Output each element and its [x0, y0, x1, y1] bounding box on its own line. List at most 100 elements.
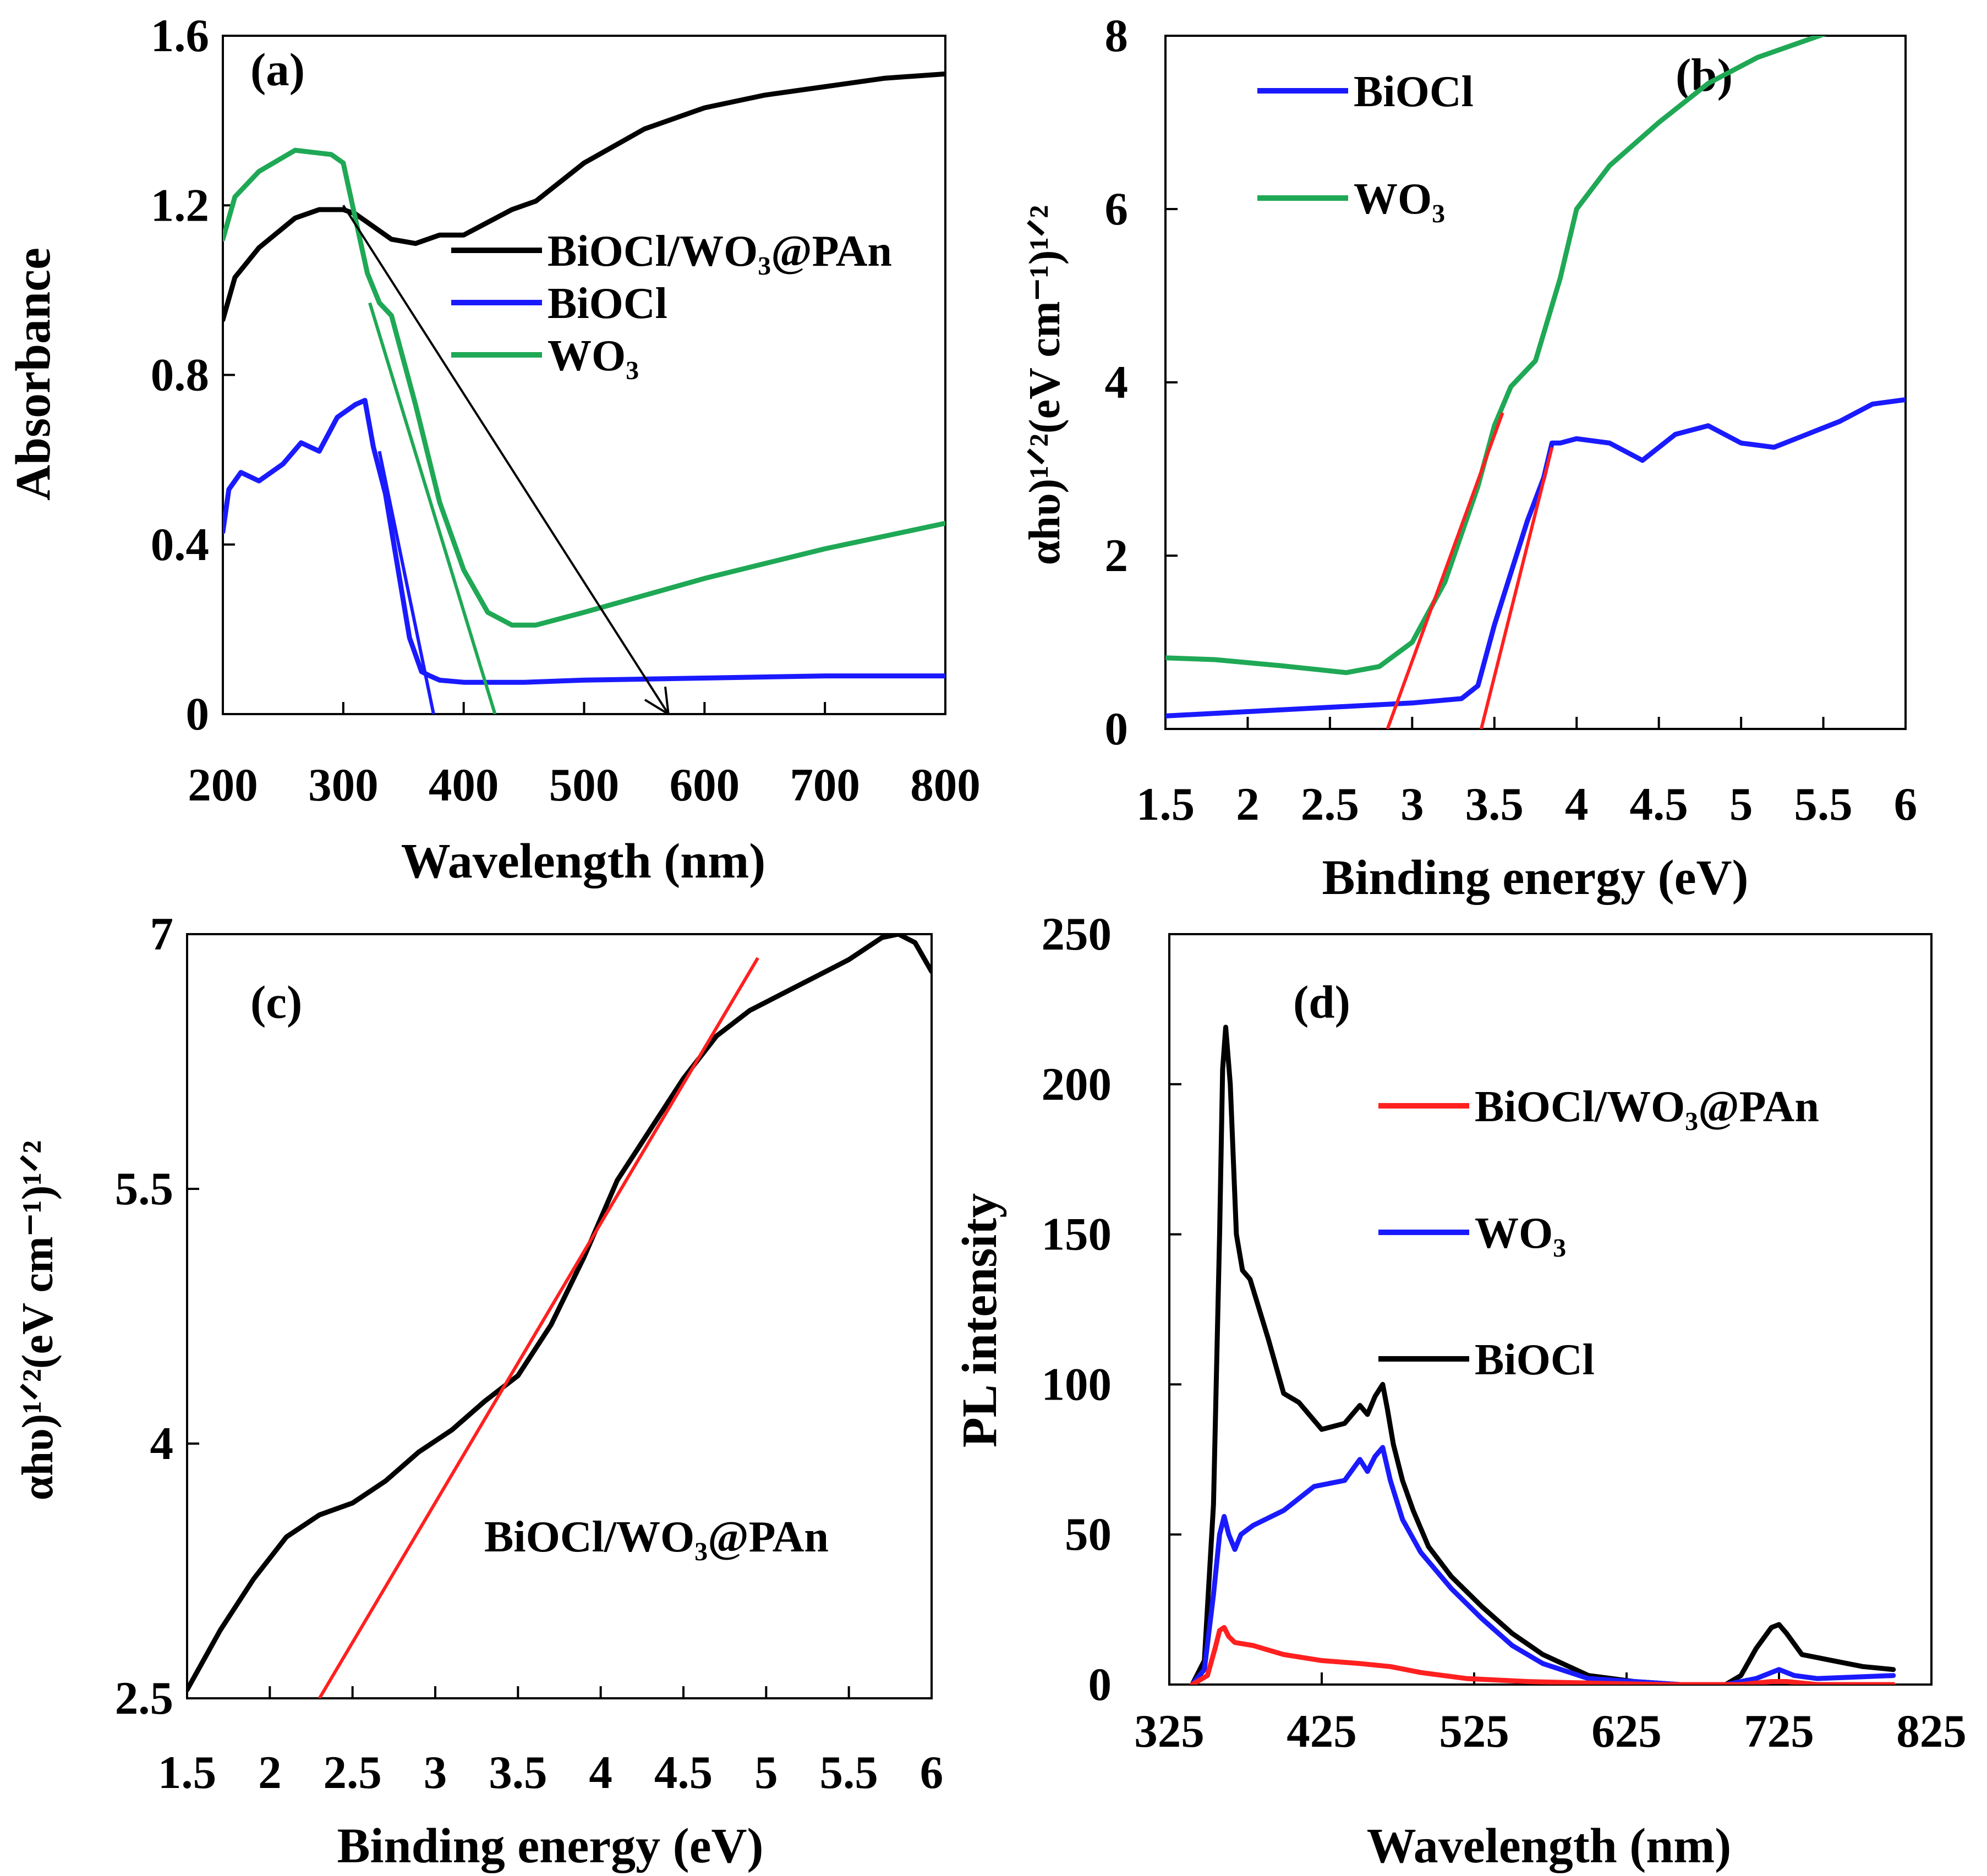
legend-label: BiOCl — [1475, 1336, 1595, 1384]
y-tick-label: 200 — [1042, 1058, 1112, 1110]
data-layer — [1190, 1024, 1896, 1685]
x-tick-label: 6 — [1894, 778, 1918, 830]
y-tick-label: 0 — [186, 688, 210, 740]
x-axis-label: Binding energy (eV) — [1322, 851, 1749, 905]
x-tick-label: 4 — [589, 1747, 612, 1798]
y-axis-label: PL intensity — [953, 1193, 1007, 1448]
series-line-bioclwopan — [223, 71, 945, 322]
x-tick-label: 3 — [424, 1747, 447, 1798]
legend-label: BiOCl — [548, 279, 667, 328]
panel-b: 1.5 2 2.5 3 3.5 4 4.5 5 5.5 6 0 2 4 6 8 Binding energy … — [1021, 10, 1917, 905]
x-axis-label: Wavelength (nm) — [1367, 1819, 1731, 1873]
fit-line — [318, 957, 759, 1698]
panel-c: 1.5 2 2.5 3 3.5 4 4.5 5 5.5 6 2.5 4 5.5 7 Binding ener… — [14, 908, 943, 1873]
y-tick-label: 7 — [150, 908, 174, 960]
y-tick-label: 5.5 — [115, 1163, 173, 1215]
x-axis-label: Binding energy (eV) — [337, 1819, 764, 1873]
x-tick-label: 1.5 — [158, 1747, 216, 1798]
legend-label: BiOCl/WO₃@PAn — [1475, 1083, 1819, 1131]
x-tick-label: 525 — [1439, 1705, 1509, 1757]
x-tick-label: 4 — [1565, 778, 1589, 830]
x-tick-label: 200 — [188, 759, 258, 811]
arrow-shaft — [342, 205, 670, 714]
x-tick-label: 5.5 — [820, 1747, 878, 1798]
y-axis-label: Absorbance — [6, 248, 61, 501]
y-axis-label: αhυ)¹ᐟ²(eV cm⁻¹)¹ᐟ² — [14, 1140, 62, 1500]
series-line-wo — [1190, 1445, 1896, 1685]
x-axis-label: Wavelength (nm) — [401, 834, 765, 888]
fit-line — [1386, 412, 1504, 729]
series-line-bioclwopan — [187, 934, 932, 1693]
plot-frame — [1168, 933, 1933, 1686]
x-tick-label: 3.5 — [489, 1747, 547, 1798]
series-line-bioclwopan — [1190, 1625, 1896, 1685]
x-tick-label: 425 — [1287, 1705, 1357, 1757]
panel-label: (a) — [250, 44, 305, 96]
panel-label: (c) — [250, 977, 302, 1028]
legend-label: BiOCl — [1354, 68, 1474, 116]
panel-a: 200 300 400 500 600 700 800 0 0.4 0.8 1.2 1.6 Wavele… — [6, 10, 981, 888]
legend-label: BiOCl/WO₃@PAn — [548, 227, 892, 276]
x-tick-label: 2 — [258, 1747, 282, 1798]
x-tick-label: 625 — [1591, 1705, 1662, 1757]
x-tick-label: 5.5 — [1794, 778, 1852, 830]
fit-line — [1479, 447, 1554, 729]
y-tick-label: 100 — [1042, 1358, 1112, 1410]
x-tick-label: 325 — [1134, 1705, 1205, 1757]
series-line-biocl — [223, 398, 945, 685]
y-tick-label: 4 — [150, 1418, 174, 1469]
data-layer — [223, 71, 945, 714]
tangent-line — [368, 302, 497, 714]
arrow-head — [644, 687, 670, 714]
x-tick-label: 4.5 — [654, 1747, 713, 1798]
y-tick-label: 0.8 — [151, 349, 209, 401]
data-layer — [1165, 36, 1906, 729]
y-tick-label: 0 — [1088, 1659, 1112, 1710]
series-line-biocl — [1165, 397, 1906, 718]
legend-label: WO₃ — [1475, 1209, 1566, 1258]
y-tick-label: 6 — [1105, 183, 1129, 235]
plot-frame — [186, 933, 933, 1699]
x-tick-label: 5 — [754, 1747, 778, 1798]
x-tick-label: 800 — [910, 759, 981, 811]
y-axis-label: αhυ)¹ᐟ²(eV cm⁻¹)¹ᐟ² — [1021, 205, 1069, 565]
x-tick-label: 3 — [1400, 778, 1424, 830]
series-line-wo — [223, 147, 945, 628]
x-tick-label: 725 — [1744, 1705, 1814, 1757]
legend-label: WO₃ — [1354, 175, 1445, 223]
y-tick-label: 0.4 — [151, 519, 209, 571]
y-tick-label: 0 — [1105, 703, 1129, 755]
y-tick-label: 150 — [1042, 1209, 1112, 1260]
y-tick-label: 2.5 — [115, 1672, 173, 1724]
y-tick-label: 4 — [1105, 356, 1129, 408]
series-line-biocl — [1190, 1024, 1896, 1685]
x-tick-label: 300 — [308, 759, 379, 811]
tangent-line — [377, 451, 435, 714]
y-tick-label: 250 — [1042, 908, 1112, 960]
y-tick-label: 2 — [1105, 530, 1129, 582]
y-tick-label: 1.2 — [151, 179, 209, 231]
data-layer — [187, 934, 932, 1698]
panel-label: (d) — [1293, 977, 1350, 1028]
y-tick-label: 1.6 — [151, 10, 209, 62]
panel-d: 325 425 525 625 725 825 0 50 100 150 200 250 Wavelen… — [953, 908, 1967, 1873]
x-tick-label: 1.5 — [1136, 778, 1195, 830]
x-tick-label: 6 — [920, 1747, 944, 1798]
x-tick-label: 500 — [549, 759, 620, 811]
x-tick-label: 700 — [790, 759, 860, 811]
panel-annotation: BiOCl/WO₃@PAn — [484, 1513, 829, 1561]
x-tick-label: 5 — [1729, 778, 1753, 830]
x-tick-label: 3.5 — [1465, 778, 1524, 830]
x-tick-label: 2.5 — [1301, 778, 1359, 830]
x-tick-label: 2.5 — [324, 1747, 382, 1798]
y-tick-label: 8 — [1105, 10, 1129, 62]
x-tick-label: 2 — [1236, 778, 1260, 830]
x-tick-label: 400 — [429, 759, 499, 811]
plot-frame — [1164, 35, 1907, 730]
x-tick-label: 600 — [670, 759, 740, 811]
x-tick-label: 825 — [1896, 1705, 1967, 1757]
legend-label: WO₃ — [548, 332, 639, 380]
y-tick-label: 50 — [1065, 1509, 1112, 1560]
series-line-wo — [1165, 36, 1827, 676]
